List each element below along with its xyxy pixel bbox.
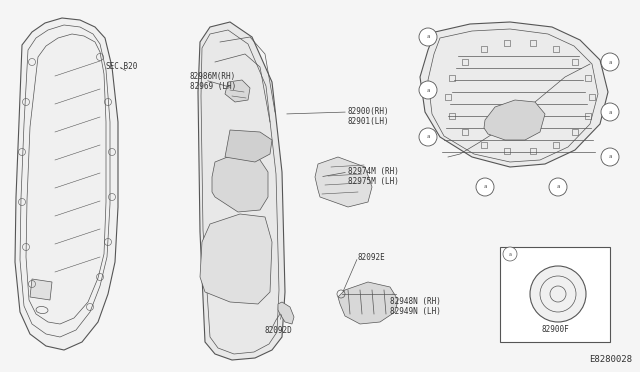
Circle shape [419,81,437,99]
Circle shape [530,266,586,322]
Text: 82900F: 82900F [541,325,569,334]
Polygon shape [200,214,272,304]
Circle shape [549,178,567,196]
Bar [449,113,455,119]
Bar [585,113,591,119]
Circle shape [601,103,619,121]
Text: a: a [509,251,511,257]
Bar [481,142,487,148]
Bar [585,75,591,81]
Text: 82986M(RH)
82969 (LH): 82986M(RH) 82969 (LH) [190,72,236,92]
Circle shape [419,28,437,46]
Text: a: a [426,87,429,93]
Text: 82900(RH)
82901(LH): 82900(RH) 82901(LH) [348,107,390,126]
Polygon shape [420,22,608,167]
Polygon shape [338,282,398,324]
Text: a: a [426,35,429,39]
Text: 82092E: 82092E [358,253,386,262]
Circle shape [503,247,517,261]
Bar [504,40,511,46]
Polygon shape [30,279,52,300]
Bar [445,94,451,100]
Bar [449,75,455,81]
Bar [529,148,536,154]
Text: a: a [483,185,487,189]
Polygon shape [315,157,372,207]
Text: a: a [608,60,612,64]
Circle shape [601,53,619,71]
Circle shape [476,178,494,196]
Text: 82092D: 82092D [264,326,292,335]
Bar [462,129,468,135]
Polygon shape [225,80,250,102]
Text: a: a [608,154,612,160]
Bar [553,46,559,52]
Polygon shape [484,100,545,140]
Text: E8280028: E8280028 [589,355,632,364]
Text: a: a [608,109,612,115]
Bar [589,94,595,100]
Bar [529,40,536,46]
Text: 82948N (RH)
82949N (LH): 82948N (RH) 82949N (LH) [390,297,441,317]
Bar [572,59,578,65]
Polygon shape [15,18,118,350]
Circle shape [601,148,619,166]
Text: SEC.B20: SEC.B20 [105,62,138,71]
Text: a: a [556,185,560,189]
Text: 82974M (RH)
82975M (LH): 82974M (RH) 82975M (LH) [348,167,399,186]
Bar [553,142,559,148]
Bar [504,148,511,154]
Polygon shape [225,130,272,162]
Bar [462,59,468,65]
Circle shape [419,128,437,146]
Polygon shape [278,302,294,324]
Bar [481,46,487,52]
Bar [572,129,578,135]
Bar [500,247,610,342]
Text: a: a [426,135,429,140]
Polygon shape [198,22,285,360]
Polygon shape [212,154,268,212]
